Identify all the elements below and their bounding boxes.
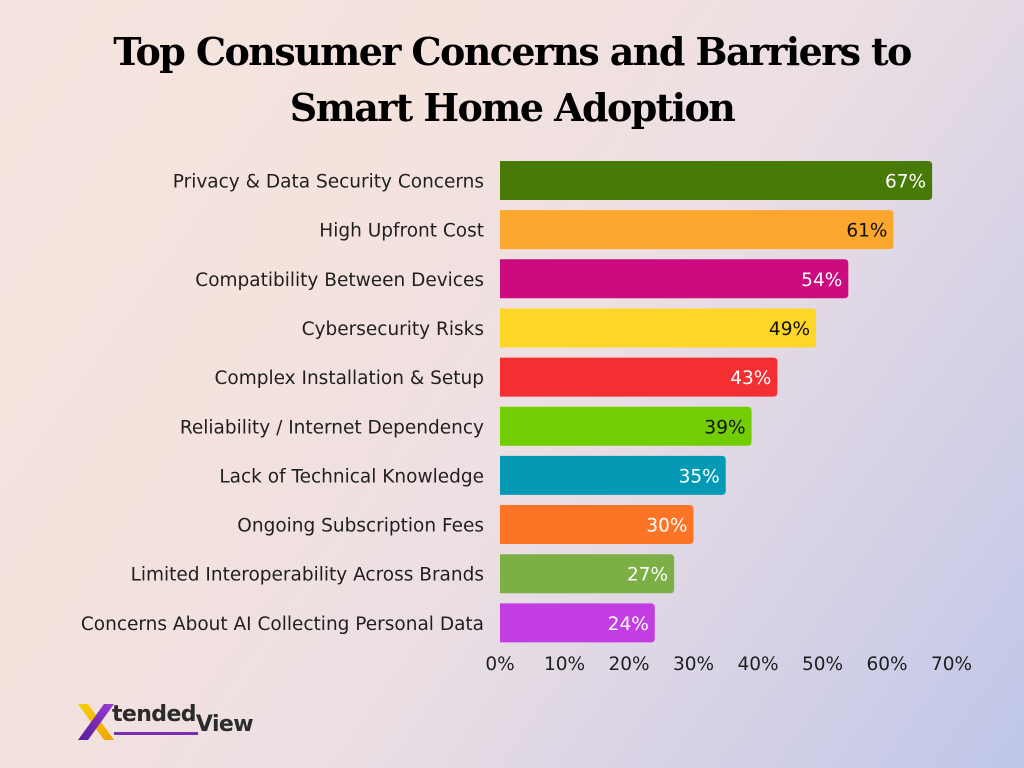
- value-label: 30%: [646, 516, 687, 537]
- category-label: High Upfront Cost: [319, 221, 484, 242]
- bar: [500, 357, 778, 397]
- bar: [500, 554, 675, 594]
- bar: [500, 308, 817, 348]
- x-logo-icon: [78, 704, 114, 740]
- x-tick-label: 50%: [802, 654, 843, 675]
- value-label: 61%: [846, 221, 887, 242]
- category-label: Cybersecurity Risks: [302, 319, 484, 340]
- bar: [500, 505, 694, 545]
- value-label: 35%: [679, 466, 720, 487]
- category-label: Limited Interoperability Across Brands: [131, 565, 484, 586]
- category-label: Reliability / Internet Dependency: [180, 417, 484, 438]
- bar: [500, 259, 849, 299]
- x-tick-label: 60%: [866, 654, 907, 675]
- x-tick-label: 30%: [673, 654, 714, 675]
- value-label: 27%: [627, 565, 668, 586]
- x-tick-label: 20%: [608, 654, 649, 675]
- chart-title: Top Consumer Concerns and Barriers to Sm…: [113, 29, 912, 130]
- category-label: Privacy & Data Security Concerns: [173, 172, 484, 193]
- bar: [500, 455, 726, 495]
- bar: [500, 210, 894, 250]
- x-tick-label: 10%: [544, 654, 585, 675]
- category-label: Concerns About AI Collecting Personal Da…: [81, 614, 484, 635]
- value-label: 24%: [608, 614, 649, 635]
- x-tick-label: 70%: [931, 654, 972, 675]
- category-label: Compatibility Between Devices: [195, 270, 484, 291]
- bar: [500, 406, 752, 446]
- bar: [500, 161, 933, 200]
- value-label: 43%: [730, 368, 771, 389]
- logo-text-tended: tended: [112, 702, 197, 727]
- value-label: 54%: [801, 270, 842, 291]
- category-label: Lack of Technical Knowledge: [219, 466, 484, 487]
- bar: [500, 603, 655, 643]
- category-label: Ongoing Subscription Fees: [237, 516, 484, 537]
- logo-wordmark: tendedView: [112, 702, 254, 737]
- bar-chart: Privacy & Data Security Concerns 67% High …: [81, 161, 972, 675]
- category-label: Complex Installation & Setup: [214, 368, 484, 389]
- logo-text-view: View: [195, 712, 254, 737]
- x-tick-label: 40%: [737, 654, 778, 675]
- logo-underline: [114, 732, 198, 735]
- value-label: 39%: [704, 417, 745, 438]
- value-label: 49%: [769, 319, 810, 340]
- value-label: 67%: [885, 172, 926, 193]
- x-tick-label: 0%: [485, 654, 514, 675]
- xtendedview-logo: tendedView: [76, 702, 276, 746]
